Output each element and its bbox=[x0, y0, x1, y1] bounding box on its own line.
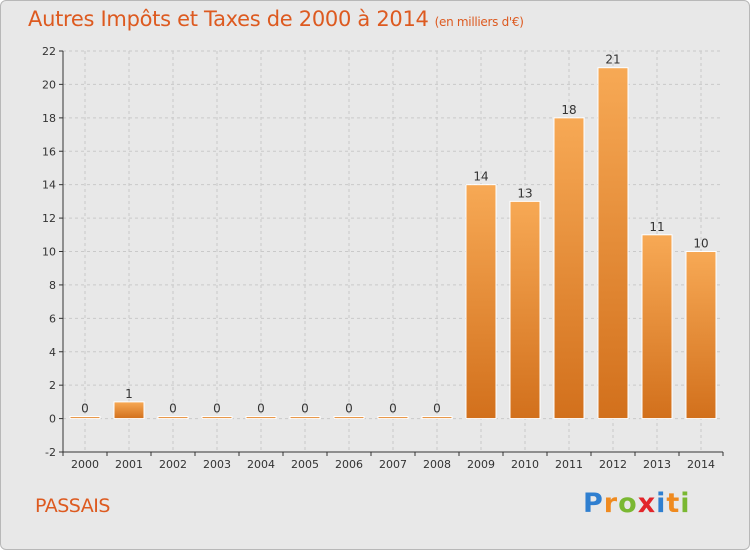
y-tick-label: -2 bbox=[45, 446, 56, 459]
bar-value-label: 11 bbox=[649, 220, 664, 234]
y-tick-label: 4 bbox=[49, 346, 56, 359]
bar-value-label: 13 bbox=[517, 186, 532, 200]
x-tick-label: 2006 bbox=[335, 458, 363, 471]
chart-title: Autres Impôts et Taxes de 2000 à 2014 (en… bbox=[28, 7, 524, 31]
bar-value-label: 21 bbox=[605, 53, 620, 67]
y-tick-label: 18 bbox=[42, 112, 56, 125]
y-tick-label: 22 bbox=[42, 45, 56, 58]
x-tick-label: 2012 bbox=[599, 458, 627, 471]
x-tick-label: 2005 bbox=[291, 458, 319, 471]
x-tick-label: 2004 bbox=[247, 458, 275, 471]
y-tick-label: 16 bbox=[42, 145, 56, 158]
y-tick-label: 12 bbox=[42, 212, 56, 225]
y-tick-label: 8 bbox=[49, 279, 56, 292]
bar-value-label: 14 bbox=[473, 170, 488, 184]
logo-letter: t bbox=[666, 488, 681, 519]
bar bbox=[421, 416, 453, 420]
y-tick-label: 14 bbox=[42, 179, 56, 192]
bar bbox=[377, 416, 409, 420]
x-tick-label: 2003 bbox=[203, 458, 231, 471]
bar-value-label: 10 bbox=[693, 237, 708, 251]
x-tick-label: 2011 bbox=[555, 458, 583, 471]
logo-letter: r bbox=[603, 488, 619, 519]
x-tick-label: 2000 bbox=[71, 458, 99, 471]
bar bbox=[553, 117, 585, 420]
logo-letter: i bbox=[680, 488, 691, 519]
logo-letter: o bbox=[618, 488, 638, 519]
x-tick-label: 2010 bbox=[511, 458, 539, 471]
y-tick-label: 6 bbox=[49, 312, 56, 325]
bar-value-label: 0 bbox=[389, 402, 397, 416]
bar-value-label: 0 bbox=[433, 402, 441, 416]
bar-value-label: 1 bbox=[125, 387, 133, 401]
bar bbox=[333, 416, 365, 420]
bar bbox=[465, 184, 497, 420]
proxiti-logo: Proxiti bbox=[583, 488, 691, 519]
x-tick-label: 2002 bbox=[159, 458, 187, 471]
commune-name: PASSAIS bbox=[35, 495, 110, 517]
bar bbox=[509, 200, 541, 420]
bar bbox=[289, 416, 321, 420]
bar bbox=[245, 416, 277, 420]
bar bbox=[113, 401, 145, 420]
y-tick-label: 0 bbox=[49, 413, 56, 426]
bar bbox=[69, 416, 101, 420]
x-tick-label: 2008 bbox=[423, 458, 451, 471]
bar bbox=[641, 234, 673, 420]
bar-value-label: 0 bbox=[301, 402, 309, 416]
bar bbox=[597, 67, 629, 420]
x-tick-label: 2007 bbox=[379, 458, 407, 471]
bar-value-label: 18 bbox=[561, 103, 576, 117]
bar-value-label: 0 bbox=[81, 402, 89, 416]
logo-letter: x bbox=[637, 488, 657, 519]
bar bbox=[157, 416, 189, 420]
bar-value-label: 0 bbox=[213, 402, 221, 416]
logo-letter: P bbox=[583, 488, 604, 519]
unit-note: (en milliers d'€) bbox=[434, 15, 524, 29]
x-tick-label: 2013 bbox=[643, 458, 671, 471]
chart-title-text: Autres Impôts et Taxes de 2000 à 2014 bbox=[28, 7, 429, 31]
y-tick-label: 10 bbox=[42, 246, 56, 259]
bars bbox=[69, 67, 717, 420]
bar-value-label: 0 bbox=[345, 402, 353, 416]
bar-value-label: 0 bbox=[169, 402, 177, 416]
x-tick-label: 2001 bbox=[115, 458, 143, 471]
x-tick-label: 2014 bbox=[687, 458, 715, 471]
bar bbox=[685, 251, 717, 420]
bar bbox=[201, 416, 233, 420]
y-tick-label: 20 bbox=[42, 78, 56, 91]
y-tick-label: 2 bbox=[49, 379, 56, 392]
x-tick-label: 2009 bbox=[467, 458, 495, 471]
logo-letter: i bbox=[656, 488, 667, 519]
bar-value-label: 0 bbox=[257, 402, 265, 416]
